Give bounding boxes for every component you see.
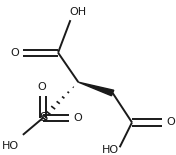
Text: HO: HO — [2, 141, 19, 151]
Text: HO: HO — [102, 145, 120, 155]
Text: O: O — [73, 113, 82, 123]
Text: S: S — [39, 111, 47, 124]
Polygon shape — [78, 82, 114, 96]
Text: O: O — [166, 117, 175, 127]
Text: O: O — [37, 82, 46, 92]
Text: OH: OH — [69, 7, 86, 17]
Text: O: O — [11, 48, 19, 58]
